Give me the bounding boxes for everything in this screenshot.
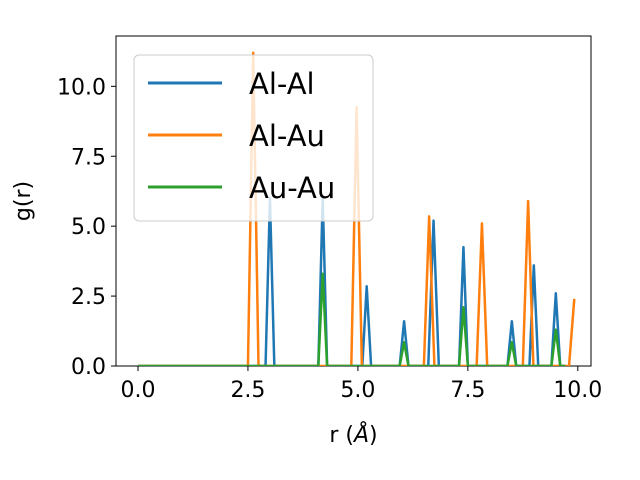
legend-box [133, 54, 374, 222]
series-line-al-al [137, 196, 566, 366]
y-tick-label: 5.0 [71, 215, 106, 240]
y-tick-label: 0.0 [71, 355, 106, 380]
x-tick-label: 2.5 [230, 378, 265, 403]
x-ticks: 0.0 2.5 5.0 7.5 10.0 [120, 366, 602, 403]
legend: Al-Al Al-Au Au-Au [133, 54, 374, 222]
y-axis-label: g(r) [11, 181, 36, 221]
x-tick-label: 0.0 [120, 378, 155, 403]
series-line-au-au [137, 272, 566, 366]
y-tick-label: 2.5 [71, 285, 106, 310]
x-axis-label: r (Å) [329, 421, 377, 448]
y-ticks: 0.0 2.5 5.0 7.5 10.0 [57, 75, 116, 380]
x-tick-label: 5.0 [340, 378, 375, 403]
series-group [137, 51, 576, 366]
x-axis-label-unit: Å [352, 421, 369, 448]
legend-label-au-au: Au-Au [249, 171, 335, 205]
legend-label-al-al: Al-Al [249, 67, 315, 101]
x-tick-label: 7.5 [450, 378, 485, 403]
x-axis-label-suffix: ) [369, 423, 378, 448]
y-tick-label: 10.0 [57, 75, 106, 100]
series-line-al-au [137, 51, 576, 366]
x-axis-label-prefix: r ( [329, 423, 354, 448]
legend-label-al-au: Al-Au [249, 119, 325, 153]
x-tick-label: 10.0 [553, 378, 602, 403]
y-tick-label: 7.5 [71, 145, 106, 170]
